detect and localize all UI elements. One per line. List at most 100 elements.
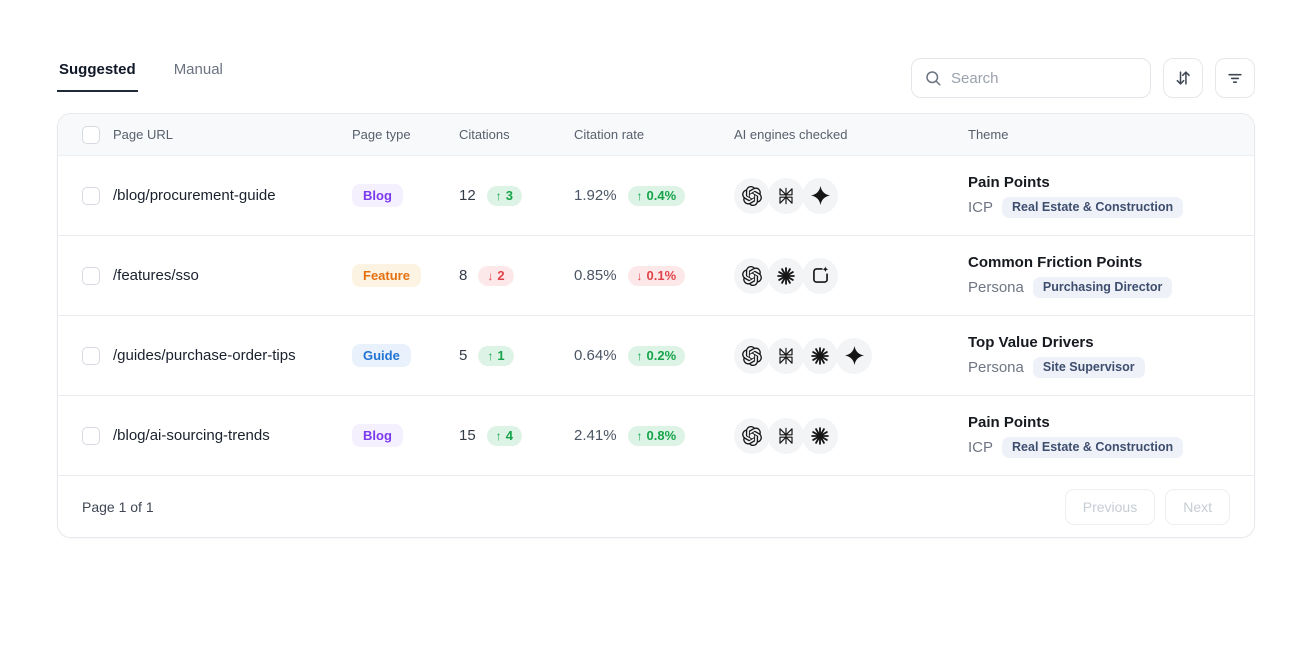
row-checkbox[interactable] <box>82 266 100 285</box>
citation-rate-value: 1.92% <box>574 187 617 204</box>
citations-count: 8 <box>459 267 468 284</box>
page-url-link[interactable]: /blog/procurement-guide <box>113 187 276 204</box>
next-page-button[interactable]: Next <box>1165 488 1230 525</box>
toolbar-controls <box>911 58 1255 98</box>
trend-value: 2 <box>497 268 505 283</box>
table-row[interactable]: /guides/purchase-order-tips Guide 5 ↑ 1 0… <box>58 316 1254 396</box>
column-header-theme: Theme <box>968 127 1009 142</box>
ai-engines-list <box>734 337 968 374</box>
page-type-badge: Guide <box>352 344 411 367</box>
trend-arrow-icon: ↑ <box>495 428 502 443</box>
trend-value: 0.8% <box>646 428 677 443</box>
column-header-page-type: Page type <box>352 127 411 142</box>
previous-page-button[interactable]: Previous <box>1064 488 1156 525</box>
column-header-citation-rate: Citation rate <box>574 127 645 142</box>
ai-engines-list <box>734 417 968 454</box>
chatgpt-icon <box>734 417 770 454</box>
column-header-page-url: Page URL <box>113 127 173 142</box>
trend-arrow-icon: ↑ <box>495 188 502 203</box>
citation-rate-trend-badge: ↑ 0.2% <box>627 345 686 366</box>
page-url-link[interactable]: /blog/ai-sourcing-trends <box>113 427 270 444</box>
theme-title: Top Value Drivers <box>968 333 1094 351</box>
row-checkbox[interactable] <box>82 426 100 445</box>
theme-category: ICP <box>968 198 994 216</box>
citation-rate-trend-badge: ↓ 0.1% <box>627 265 686 286</box>
table-body: /blog/procurement-guide Blog 12 ↑ 3 1.92%… <box>58 156 1254 476</box>
page-type-badge: Feature <box>352 264 421 287</box>
trend-arrow-icon: ↑ <box>487 348 494 363</box>
claude-icon <box>802 337 838 374</box>
perplexity-icon <box>768 337 804 374</box>
select-all-checkbox[interactable] <box>82 125 100 144</box>
column-header-ai-engines: AI engines checked <box>734 127 848 142</box>
theme-cell: Common Friction Points Persona Purchasin… <box>968 254 1254 298</box>
trend-arrow-icon: ↓ <box>487 268 494 283</box>
table-header: Page URL Page type Citations Citation ra… <box>58 114 1254 156</box>
ai-engines-list <box>734 257 968 294</box>
citation-rate-value: 2.41% <box>574 427 617 444</box>
table-row[interactable]: /blog/procurement-guide Blog 12 ↑ 3 1.92%… <box>58 156 1254 236</box>
page-url-link[interactable]: /guides/purchase-order-tips <box>113 347 296 364</box>
trend-value: 0.1% <box>646 268 677 283</box>
pagination-label: Page 1 of 1 <box>82 498 154 515</box>
citations-table-card: Page URL Page type Citations Citation ra… <box>57 113 1255 538</box>
theme-badge: Real Estate & Construction <box>1002 196 1184 218</box>
filter-button[interactable] <box>1215 58 1255 98</box>
trend-arrow-icon: ↑ <box>636 188 643 203</box>
citation-rate-value: 0.85% <box>574 267 617 284</box>
perplexity-icon <box>768 177 804 214</box>
trend-value: 3 <box>505 188 513 203</box>
citations-trend-badge: ↓ 2 <box>478 265 514 286</box>
page-url-link[interactable]: /features/sso <box>113 267 199 284</box>
chatgpt-icon <box>734 337 770 374</box>
theme-badge: Site Supervisor <box>1032 356 1145 378</box>
claude-icon <box>768 257 804 294</box>
theme-cell: Top Value Drivers Persona Site Superviso… <box>968 334 1254 378</box>
row-checkbox[interactable] <box>82 186 100 205</box>
row-checkbox[interactable] <box>82 346 100 365</box>
theme-title: Pain Points <box>968 413 1050 431</box>
table-footer: Page 1 of 1 Previous Next <box>58 476 1254 537</box>
theme-cell: Pain Points ICP Real Estate & Constructi… <box>968 414 1254 458</box>
citations-count: 12 <box>459 187 476 204</box>
sort-button[interactable] <box>1163 58 1203 98</box>
ai-engines-list <box>734 177 968 214</box>
page: Suggested Manual Page URL Page type Cita… <box>0 58 1312 538</box>
tab-bar: Suggested Manual <box>57 58 225 92</box>
theme-badge: Purchasing Director <box>1032 276 1173 298</box>
table-row[interactable]: /features/sso Feature 8 ↓ 2 0.85% ↓ 0.1% C… <box>58 236 1254 316</box>
theme-title: Common Friction Points <box>968 253 1143 271</box>
citation-rate-trend-badge: ↑ 0.4% <box>627 185 686 206</box>
column-header-citations: Citations <box>459 127 510 142</box>
table-row[interactable]: /blog/ai-sourcing-trends Blog 15 ↑ 4 2.41… <box>58 396 1254 476</box>
theme-category: ICP <box>968 438 994 456</box>
trend-value: 0.4% <box>646 188 677 203</box>
pagination-controls: Previous Next <box>1064 488 1230 525</box>
trend-value: 1 <box>497 348 505 363</box>
tab-manual[interactable]: Manual <box>173 61 223 78</box>
citations-trend-badge: ↑ 1 <box>478 345 514 366</box>
citations-trend-badge: ↑ 4 <box>486 425 522 446</box>
theme-category: Persona <box>968 278 1024 296</box>
theme-badge: Real Estate & Construction <box>1002 436 1184 458</box>
tab-suggested[interactable]: Suggested <box>57 58 138 92</box>
theme-cell: Pain Points ICP Real Estate & Constructi… <box>968 174 1254 218</box>
trend-value: 4 <box>505 428 513 443</box>
theme-title: Pain Points <box>968 173 1050 191</box>
citations-trend-badge: ↑ 3 <box>486 185 522 206</box>
search-icon <box>926 71 941 86</box>
trend-arrow-icon: ↑ <box>636 428 643 443</box>
ai-overviews-icon <box>802 257 838 294</box>
chatgpt-icon <box>734 177 770 214</box>
citations-count: 5 <box>459 347 468 364</box>
page-type-badge: Blog <box>352 184 403 207</box>
theme-category: Persona <box>968 358 1024 376</box>
gemini-icon <box>836 337 872 374</box>
sort-arrows-icon <box>1176 71 1190 85</box>
search-box[interactable] <box>911 58 1151 98</box>
perplexity-icon <box>768 417 804 454</box>
search-input[interactable] <box>951 69 1138 87</box>
citation-rate-trend-badge: ↑ 0.8% <box>627 425 686 446</box>
trend-arrow-icon: ↓ <box>636 268 643 283</box>
gemini-icon <box>802 177 838 214</box>
